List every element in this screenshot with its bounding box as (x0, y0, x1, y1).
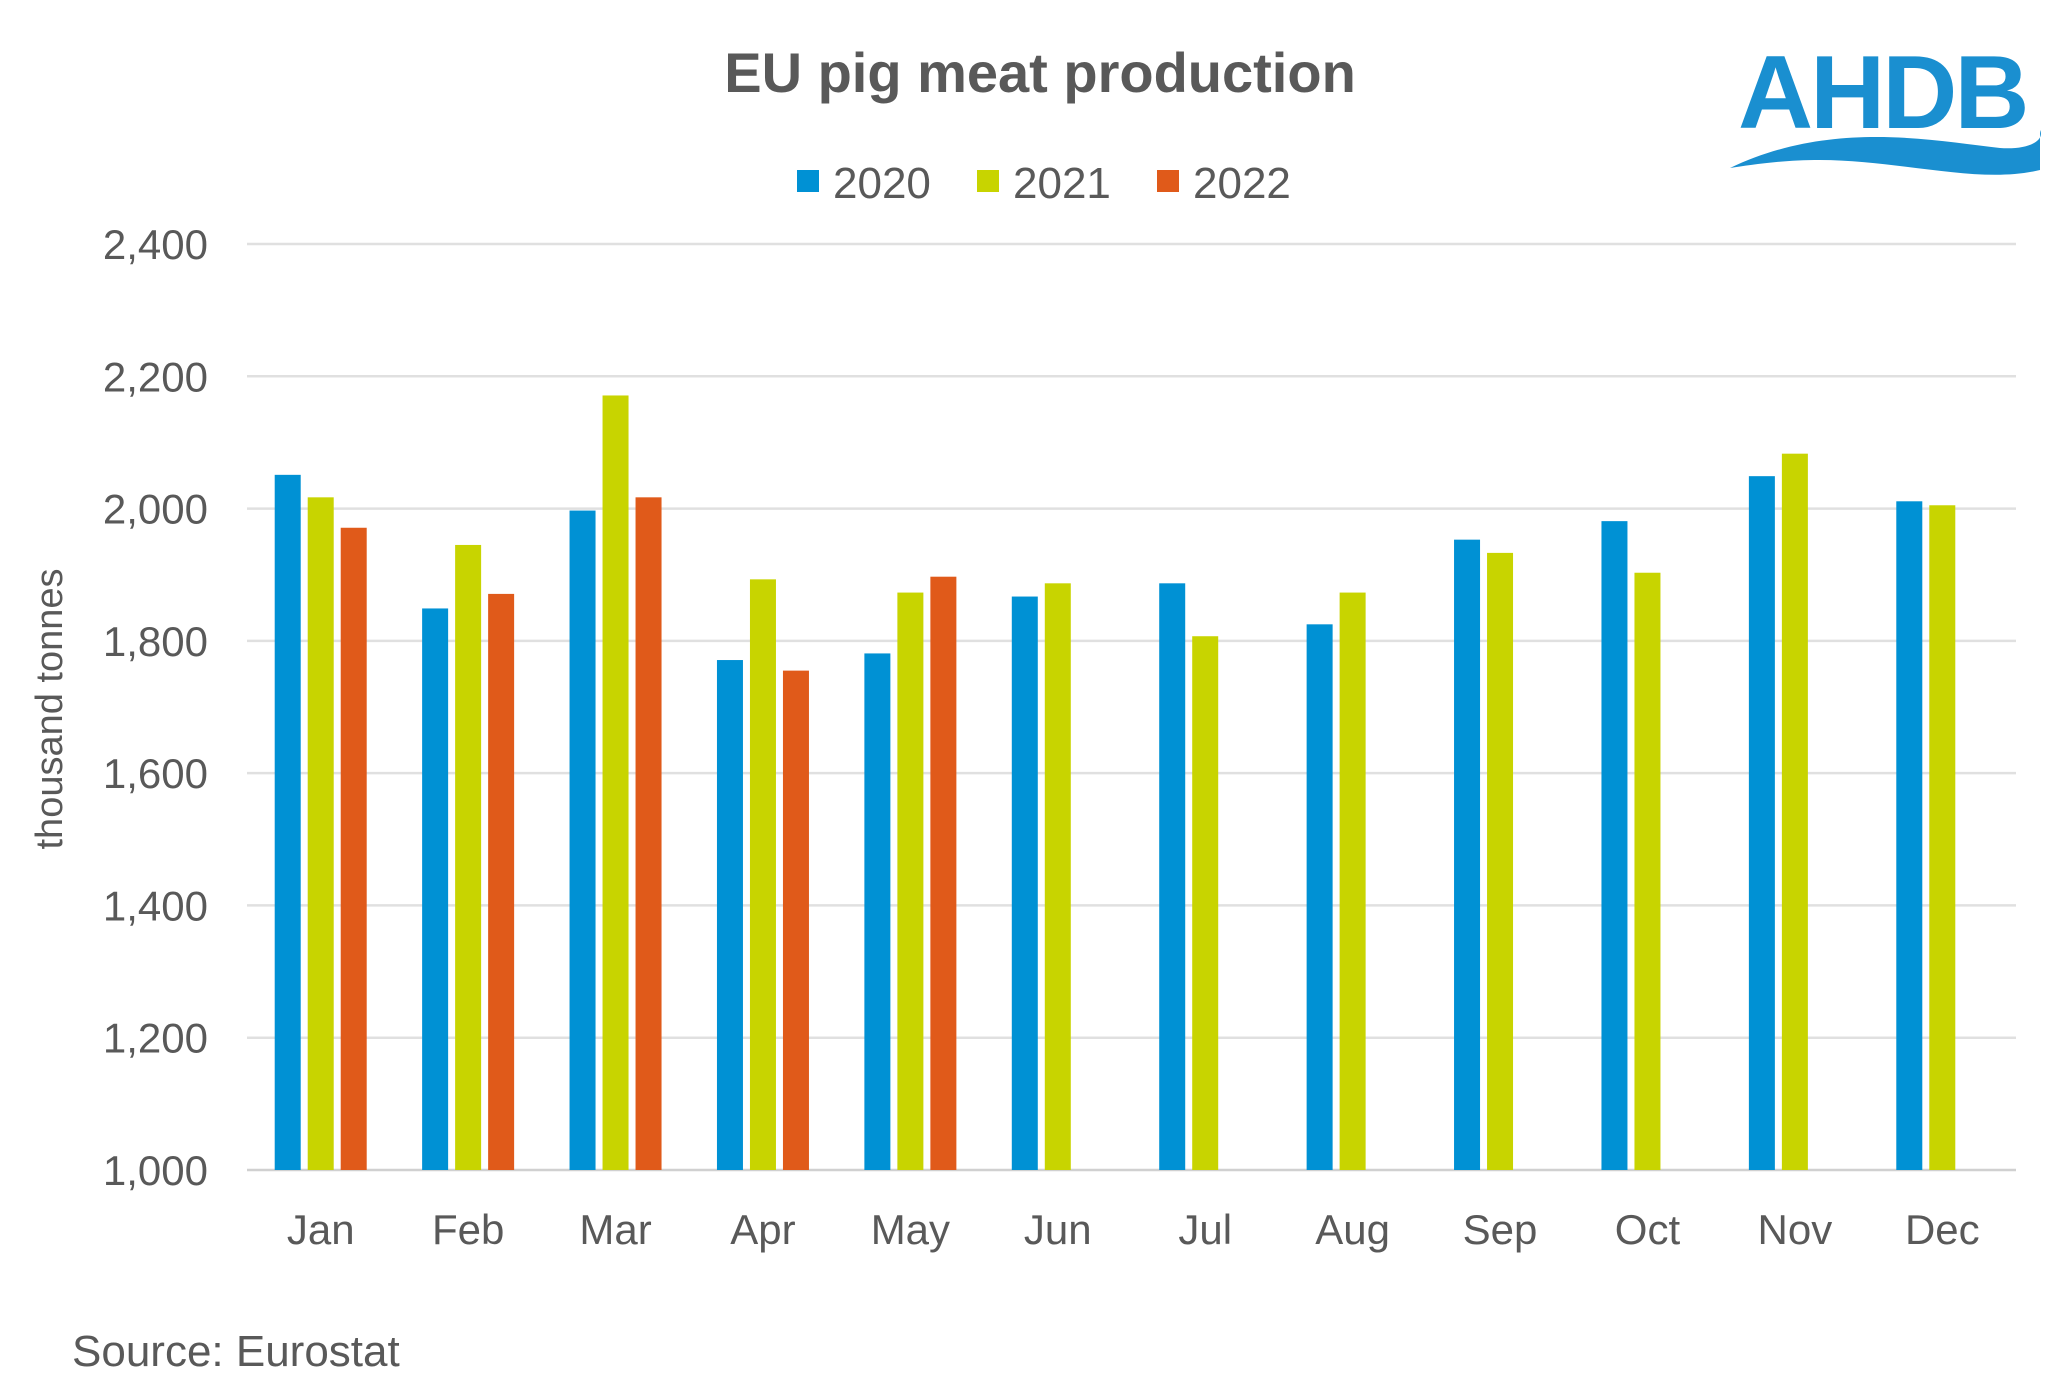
y-tick-label: 1,600 (103, 750, 208, 797)
bar-2021-Aug (1339, 592, 1366, 1170)
bar-2021-Jul (1192, 636, 1219, 1170)
bar-2021-Jun (1044, 583, 1071, 1170)
bar-2020-Feb (422, 608, 449, 1170)
bar-2021-May (897, 592, 924, 1170)
ahdb-logo: AHDB (1730, 35, 2041, 175)
x-tick-label: Nov (1758, 1206, 1833, 1253)
bar-2022-Mar (635, 497, 662, 1170)
bar-2020-Jun (1011, 596, 1038, 1170)
bar-2020-Jan (274, 474, 301, 1170)
x-tick-label: Feb (432, 1206, 504, 1253)
bar-2020-Apr (716, 660, 743, 1170)
x-tick-label: Sep (1463, 1206, 1538, 1253)
y-tick-label: 2,400 (103, 221, 208, 268)
bar-2022-May (930, 576, 957, 1170)
x-tick-label: Jul (1178, 1206, 1232, 1253)
x-tick-label: Jun (1024, 1206, 1092, 1253)
x-tick-label: Mar (579, 1206, 651, 1253)
logo-text: AHDB (1738, 35, 2026, 151)
bar-2020-Aug (1306, 624, 1333, 1170)
y-tick-label: 1,200 (103, 1015, 208, 1062)
logo-wave (1730, 130, 2041, 175)
bar-2022-Feb (488, 593, 515, 1170)
y-tick-label: 2,000 (103, 486, 208, 533)
bar-2020-Mar (569, 510, 596, 1170)
bar-2020-Jul (1159, 583, 1186, 1170)
legend-swatch-2021 (977, 170, 999, 192)
legend: 2020 2021 2022 (797, 159, 1291, 208)
x-tick-label: May (871, 1206, 950, 1253)
bar-2021-Jan (307, 497, 334, 1170)
legend-label-2022: 2022 (1193, 159, 1291, 208)
bar-2021-Mar (602, 395, 629, 1170)
bar-2021-Oct (1634, 572, 1661, 1170)
bar-2020-Sep (1454, 539, 1481, 1170)
bar-2020-Oct (1601, 521, 1628, 1170)
x-axis-ticks: Jan Feb Mar Apr May Jun Jul Aug Sep Oct Nov Dec (287, 1206, 1980, 1253)
y-axis-label: thousand tonnes (29, 568, 71, 849)
bar-2022-Jan (340, 527, 367, 1170)
bar-2021-Apr (749, 579, 776, 1170)
x-tick-label: Apr (730, 1206, 795, 1253)
legend-label-2020: 2020 (833, 159, 931, 208)
bars (274, 395, 1956, 1170)
chart-title: EU pig meat production (724, 41, 1356, 104)
y-tick-label: 1,400 (103, 882, 208, 929)
bar-2020-Nov (1748, 476, 1775, 1170)
bar-2020-May (864, 653, 891, 1170)
x-tick-label: Oct (1615, 1206, 1681, 1253)
legend-swatch-2020 (797, 170, 819, 192)
y-tick-label: 1,800 (103, 618, 208, 665)
bar-2022-Apr (782, 670, 809, 1170)
y-tick-label: 1,000 (103, 1147, 208, 1194)
x-tick-label: Dec (1905, 1206, 1980, 1253)
bar-2021-Dec (1929, 505, 1956, 1170)
bar-2020-Dec (1896, 501, 1923, 1170)
source-note: Source: Eurostat (72, 1327, 400, 1376)
x-tick-label: Aug (1315, 1206, 1390, 1253)
legend-label-2021: 2021 (1013, 159, 1111, 208)
bar-2021-Feb (455, 544, 482, 1170)
gridlines (247, 242, 2016, 1172)
bar-2021-Sep (1487, 552, 1514, 1170)
legend-swatch-2022 (1157, 170, 1179, 192)
y-axis-ticks: 1,000 1,200 1,400 1,600 1,800 2,000 2,200 2,400 (103, 221, 208, 1194)
x-tick-label: Jan (287, 1206, 355, 1253)
bar-2021-Nov (1781, 453, 1808, 1170)
y-tick-label: 2,200 (103, 353, 208, 400)
